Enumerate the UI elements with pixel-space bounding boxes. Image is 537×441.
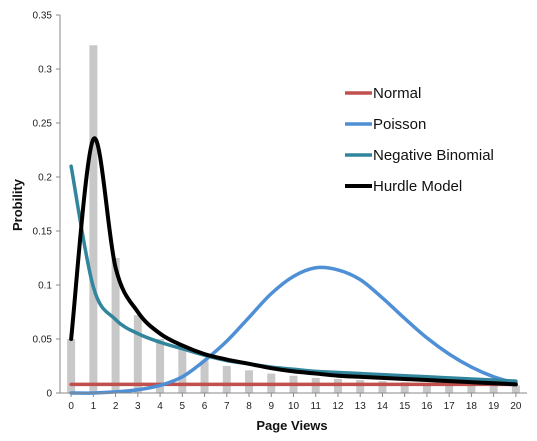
x-tick-label: 3 — [135, 401, 141, 412]
histogram-bar — [400, 382, 409, 393]
histogram-bar — [133, 315, 142, 393]
x-tick-label: 15 — [399, 401, 411, 412]
y-ticks: 0 0.05 0.1 0.15 0.2 0.25 0.3 0.35 — [33, 11, 60, 400]
series-line-hurdle-model — [69, 136, 518, 387]
series-line-poisson — [69, 265, 518, 395]
histogram-bar — [511, 385, 520, 393]
x-tick-label: 12 — [332, 401, 344, 412]
histogram-bar — [356, 380, 365, 393]
legend-label-normal: Normal — [373, 85, 421, 102]
legend-label-negative-binomial: Negative Binomial — [373, 147, 494, 164]
x-tick-label: 8 — [246, 401, 252, 412]
x-tick-label: 1 — [91, 401, 97, 412]
x-tick-label: 17 — [444, 401, 456, 412]
x-axis-title: Page Views — [256, 418, 327, 433]
x-tick-label: 4 — [157, 401, 163, 412]
x-tick-label: 18 — [466, 401, 478, 412]
histogram-bar — [222, 366, 231, 393]
histogram-bar — [245, 370, 254, 393]
x-tick-label: 7 — [224, 401, 230, 412]
x-tick-label: 6 — [202, 401, 208, 412]
histogram-bar — [178, 349, 187, 393]
x-tick-label: 16 — [421, 401, 433, 412]
x-tick-label: 11 — [311, 401, 322, 412]
legend-label-hurdle-model: Hurdle Model — [373, 178, 462, 195]
x-tick-label: 0 — [68, 401, 74, 412]
y-tick-label: 0.2 — [38, 173, 52, 184]
series-layer — [69, 136, 518, 395]
x-tick-label: 14 — [377, 401, 389, 412]
y-tick-label: 0 — [46, 389, 52, 400]
series-line-negative-binomial — [69, 164, 518, 383]
axes-layer — [59, 15, 527, 394]
y-axis-title: Probility — [10, 178, 25, 231]
legend-label-poisson: Poisson — [373, 116, 426, 133]
bars-layer — [67, 45, 520, 394]
histogram-bar — [445, 383, 454, 393]
x-ticks: 0 1 2 3 4 5 6 7 8 9 10 11 12 13 14 15 16 17 18 19 20 — [68, 393, 522, 412]
histogram-bar — [489, 385, 498, 393]
x-tick-label: 5 — [180, 401, 186, 412]
histogram-bar — [200, 360, 209, 393]
x-tick-label: 13 — [355, 401, 367, 412]
y-tick-label: 0.35 — [33, 11, 53, 22]
y-tick-label: 0.3 — [38, 65, 52, 76]
histogram-bar — [156, 339, 165, 393]
legend: Normal Poisson Negative Binomial Hurdle Mod… — [345, 85, 494, 195]
histogram-bar — [89, 45, 98, 394]
histogram-bar — [422, 383, 431, 393]
y-tick-label: 0.1 — [38, 281, 52, 292]
y-tick-label: 0.25 — [33, 119, 53, 130]
x-tick-label: 2 — [113, 401, 119, 412]
y-tick-label: 0.05 — [33, 335, 53, 346]
x-tick-label: 9 — [268, 401, 274, 412]
x-tick-label: 10 — [288, 401, 300, 412]
histogram-bar — [67, 339, 76, 393]
histogram-bar — [378, 381, 387, 393]
histogram-bar — [467, 384, 476, 393]
x-tick-label: 20 — [510, 401, 522, 412]
y-tick-label: 0.15 — [33, 227, 53, 238]
histogram-bar — [111, 258, 120, 393]
x-tick-label: 19 — [488, 401, 500, 412]
